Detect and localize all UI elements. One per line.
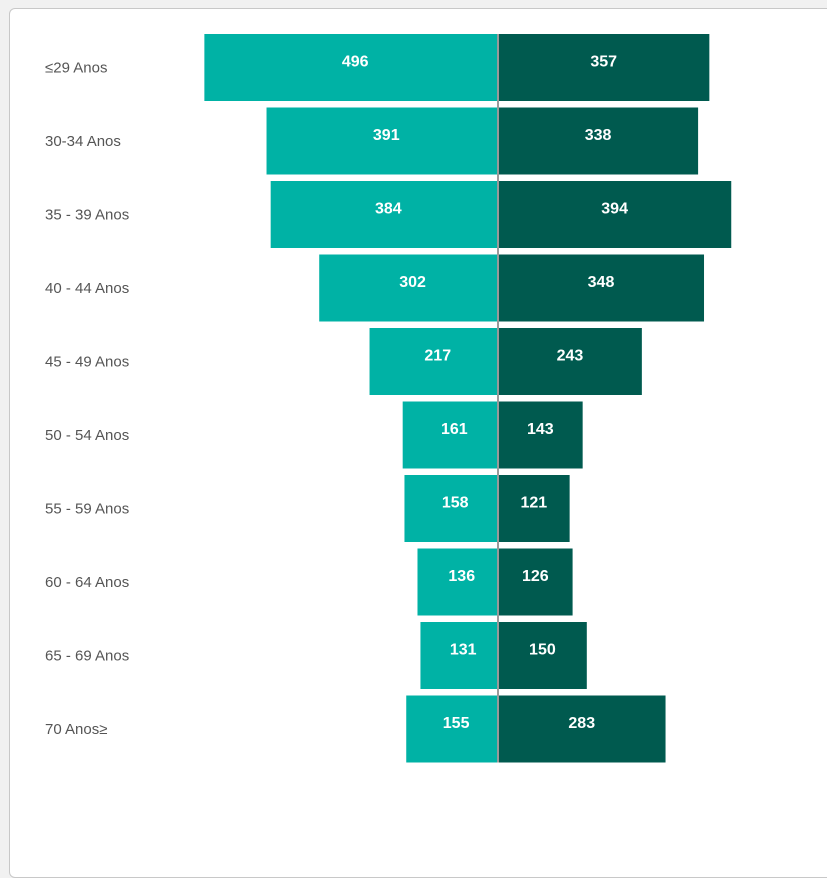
left-bar — [204, 34, 499, 101]
right-bar — [498, 475, 570, 542]
category-label: 50 - 54 Anos — [45, 427, 129, 444]
category-label: 40 - 44 Anos — [45, 280, 129, 297]
left-bar-value-label: 496 — [342, 54, 369, 71]
category-label: 70 Anos≥ — [45, 721, 107, 738]
category-label: 55 - 59 Anos — [45, 501, 129, 518]
left-bar — [417, 548, 498, 616]
category-label: 65 - 69 Anos — [45, 648, 129, 665]
category-label: 30-34 Anos — [45, 133, 121, 150]
left-bar-value-label: 161 — [441, 421, 468, 438]
right-bar-value-label: 283 — [568, 715, 595, 732]
right-bar — [498, 181, 732, 248]
right-bar-value-label: 338 — [585, 127, 612, 144]
right-bar-value-label: 394 — [601, 201, 628, 218]
right-bar-value-label: 143 — [527, 421, 554, 438]
right-bar-value-label: 357 — [590, 54, 617, 71]
left-bar — [404, 475, 498, 542]
left-bar — [270, 181, 498, 248]
left-bar-value-label: 131 — [450, 642, 477, 659]
right-bar — [498, 328, 642, 395]
category-label: 60 - 64 Anos — [45, 574, 129, 591]
right-bar-value-label: 121 — [520, 495, 547, 512]
left-bar — [319, 254, 498, 322]
right-bar — [498, 107, 699, 175]
right-bar-value-label: 243 — [557, 348, 584, 365]
left-bar-value-label: 158 — [442, 495, 469, 512]
left-bar-value-label: 136 — [448, 568, 475, 585]
left-bar — [266, 107, 498, 175]
left-bar-value-label: 391 — [373, 127, 400, 144]
right-bar — [498, 695, 666, 763]
right-bar-value-label: 150 — [529, 642, 556, 659]
category-label: 35 - 39 Anos — [45, 207, 129, 224]
left-bar-value-label: 217 — [424, 348, 451, 365]
left-bar — [406, 695, 498, 763]
right-bar — [498, 254, 705, 322]
right-bar — [498, 34, 710, 101]
category-label: 45 - 49 Anos — [45, 354, 129, 371]
left-bar-value-label: 302 — [399, 274, 426, 291]
right-bar — [498, 622, 587, 689]
left-bar — [402, 401, 498, 469]
right-bar — [498, 401, 583, 469]
right-bar-value-label: 126 — [522, 568, 549, 585]
right-bar-value-label: 348 — [588, 274, 615, 291]
left-bar — [420, 622, 498, 689]
left-bar — [369, 328, 498, 395]
category-label: ≤29 Anos — [45, 60, 107, 77]
left-bar-value-label: 384 — [375, 201, 402, 218]
right-bar — [498, 548, 573, 616]
left-bar-value-label: 155 — [443, 715, 470, 732]
